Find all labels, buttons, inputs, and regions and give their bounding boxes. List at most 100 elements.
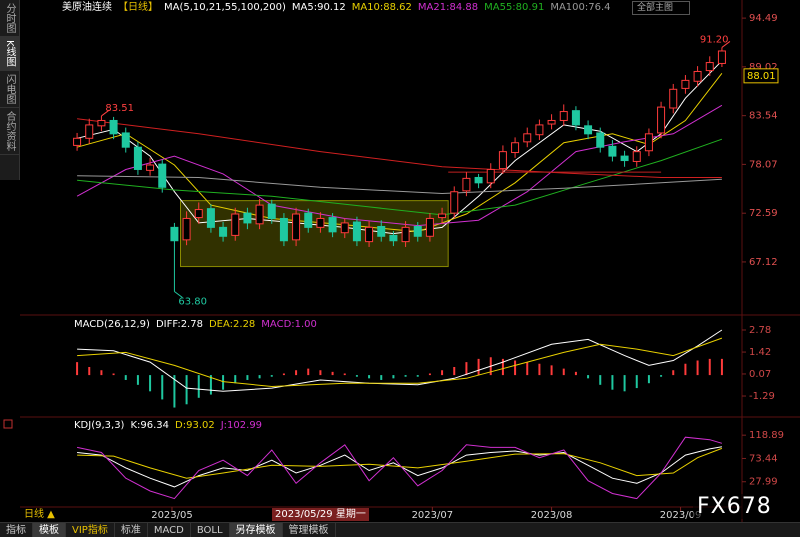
candle-body xyxy=(340,222,349,234)
candle-body xyxy=(657,106,666,134)
x-tick-label: 2023/09 xyxy=(660,510,702,521)
watermark: FX678 xyxy=(693,494,776,519)
price-marker: 88.01 xyxy=(747,71,776,82)
candle-body xyxy=(255,204,264,225)
candle-body xyxy=(328,217,337,233)
candle-body xyxy=(486,168,495,184)
candle-body xyxy=(219,226,228,237)
y-tick-label: 83.54 xyxy=(749,111,778,122)
candle-body xyxy=(717,50,726,64)
indicator-label: MA100:76.4 xyxy=(550,2,610,13)
series-line xyxy=(77,446,722,488)
series-line xyxy=(77,175,722,195)
candle-body xyxy=(401,226,410,243)
tab[interactable]: 管理模板 xyxy=(283,523,336,537)
candle-body xyxy=(365,226,374,243)
series-line xyxy=(77,118,722,178)
main-chart-select[interactable]: 全部主图 xyxy=(632,1,690,15)
candle-body xyxy=(450,191,459,214)
annotation: 91.20 xyxy=(700,34,729,45)
y-tick-label: 78.07 xyxy=(749,159,778,170)
annotation-pointer xyxy=(174,291,183,298)
y-tick-label: 118.89 xyxy=(749,430,784,441)
indicator-label: DIFF:2.78 xyxy=(156,319,203,330)
candle-body xyxy=(146,164,155,171)
indicator-label: MA5:90.12 xyxy=(292,2,346,13)
annotation-pointer xyxy=(101,109,110,117)
annotation: 83.51 xyxy=(105,103,134,114)
indicator-label: MACD:1.00 xyxy=(261,319,317,330)
indicator-label: DEA:2.28 xyxy=(209,319,255,330)
sidebar-tab[interactable]: 合约资料 xyxy=(0,108,19,155)
settings-icon[interactable] xyxy=(3,419,13,429)
candle-body xyxy=(304,212,313,228)
x-tick-label: 2023/07 xyxy=(412,510,454,521)
price-marker-box xyxy=(743,68,779,84)
candle-body xyxy=(559,111,568,121)
annotation-pointer xyxy=(721,41,731,48)
candle-body xyxy=(413,225,422,237)
candle-body xyxy=(693,70,702,82)
sidebar-tab[interactable]: 分时图 xyxy=(0,0,19,37)
series-line xyxy=(77,337,723,388)
candle-body xyxy=(547,119,556,125)
sidebar-tab[interactable]: K线图 xyxy=(0,37,19,71)
candle-body xyxy=(133,146,142,170)
sidebar-tab[interactable]: 闪电图 xyxy=(0,71,19,108)
candle-body xyxy=(681,79,690,89)
tab[interactable]: BOLL xyxy=(191,523,230,537)
candle-body xyxy=(279,217,288,242)
candle-body xyxy=(109,119,118,135)
tab[interactable]: 指标 xyxy=(0,523,33,537)
indicator-label: MA55:80.91 xyxy=(484,2,544,13)
indicator-label: 美原油连续 xyxy=(62,0,112,13)
candle-body xyxy=(243,212,252,224)
candle-body xyxy=(498,151,507,170)
annotation: 63.80 xyxy=(178,297,207,308)
candle-body xyxy=(182,217,191,241)
y-tick-label: 72.59 xyxy=(749,208,778,219)
candle-body xyxy=(608,145,617,157)
y-tick-label: 27.99 xyxy=(749,477,778,488)
candle-body xyxy=(425,217,434,237)
tab-bar: 指标 模板 VIP指标 标准 MACD BOLL 另存模板 管理模板 xyxy=(0,522,800,537)
candle-body xyxy=(194,209,203,219)
candle-body xyxy=(571,110,580,126)
candle-body xyxy=(377,225,386,237)
cursor-date: 2023/05/29 星期一 xyxy=(272,508,369,521)
y-tick-label: 2.78 xyxy=(749,325,771,336)
y-tick-label: 67.12 xyxy=(749,257,778,268)
period-button[interactable]: 日线 ▲ xyxy=(24,509,55,520)
y-tick-label: 89.02 xyxy=(749,62,778,73)
candle-body xyxy=(705,62,714,72)
tab[interactable]: 标准 xyxy=(115,523,148,537)
candle-body xyxy=(474,176,483,184)
y-tick-label: 0.07 xyxy=(749,369,771,380)
tab[interactable]: 模板 xyxy=(33,523,66,537)
candle-body xyxy=(231,213,240,236)
candle-body xyxy=(267,203,276,219)
candle-body xyxy=(620,155,629,162)
candle-body xyxy=(511,142,520,154)
y-tick-label: -1.29 xyxy=(749,391,775,402)
tab[interactable]: MACD xyxy=(148,523,191,537)
indicator-label: K:96.34 xyxy=(130,420,169,431)
candle-body xyxy=(644,133,653,152)
candle-body xyxy=(158,163,167,188)
candle-body xyxy=(170,226,179,242)
indicator-label: D:93.02 xyxy=(175,420,215,431)
background xyxy=(20,0,800,522)
candle-body xyxy=(97,119,106,127)
tab[interactable]: VIP指标 xyxy=(66,523,115,537)
candle-body xyxy=(292,213,301,241)
x-tick-label: 2023/08 xyxy=(531,510,573,521)
indicator-label: MA(5,10,21,55,100,200) xyxy=(164,2,286,13)
candle-body xyxy=(316,217,325,228)
candle-body xyxy=(632,151,641,162)
tab[interactable]: 另存模板 xyxy=(229,523,283,537)
x-tick-label: 2023/05 xyxy=(151,510,193,521)
y-tick-label: 73.44 xyxy=(749,453,778,464)
indicator-label: MA10:88.62 xyxy=(352,2,412,13)
candle-body xyxy=(596,132,605,148)
